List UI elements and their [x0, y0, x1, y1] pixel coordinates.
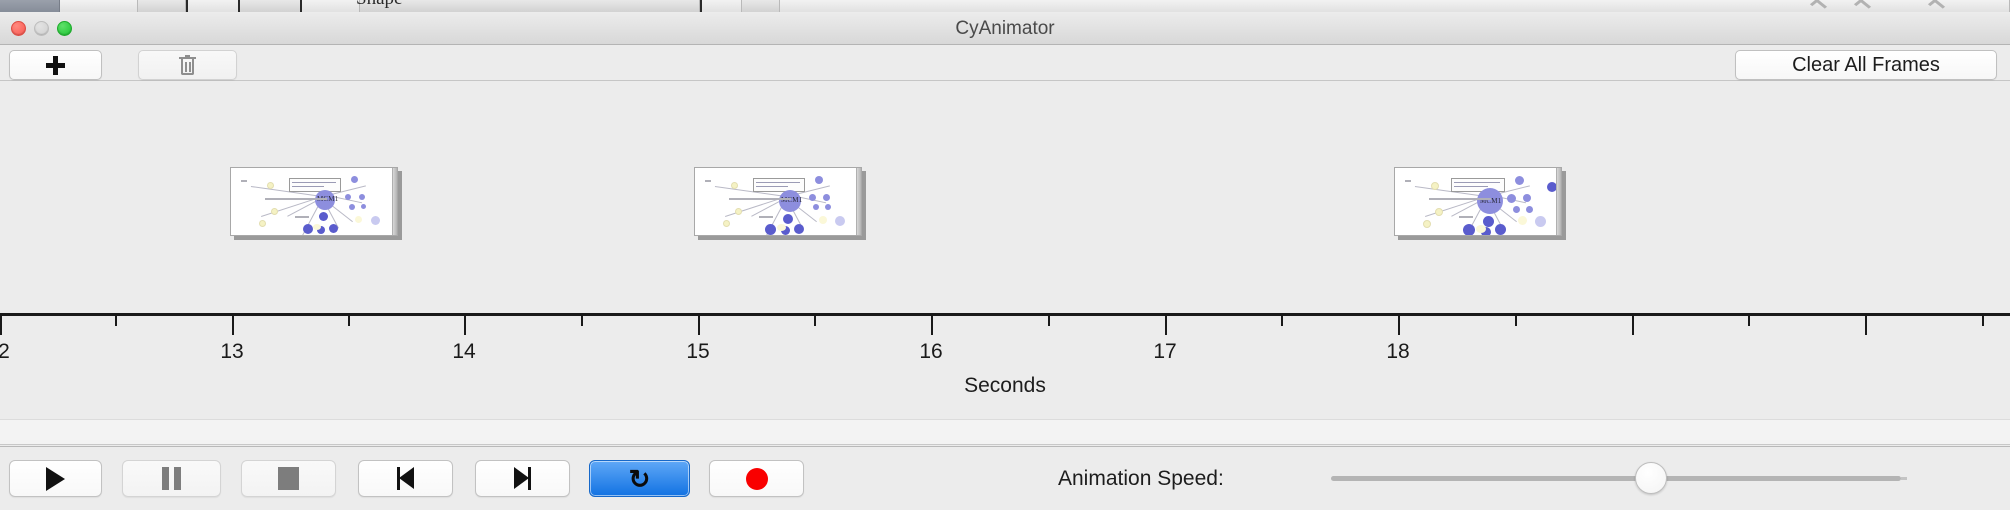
skip-start-icon — [395, 467, 416, 490]
frame-toolbar: Clear All Frames — [0, 45, 2010, 81]
keyframe-thumbnail-1[interactable]: MCM1 — [230, 167, 402, 240]
thumbnail-image: MCM1 — [230, 167, 398, 236]
thumbnail-image: MCM1 — [694, 167, 862, 236]
tick-label: 18 — [1386, 340, 1410, 363]
animation-speed-slider-thumb[interactable] — [1635, 462, 1667, 494]
tick-label: 15 — [686, 340, 710, 363]
tick-label: 14 — [452, 340, 476, 363]
minimize-button[interactable] — [34, 21, 49, 36]
window-title: CyAnimator — [955, 18, 1055, 39]
loop-icon: ↻ — [628, 463, 651, 494]
plus-icon — [46, 55, 65, 75]
last-frame-button[interactable] — [475, 460, 570, 497]
trash-icon — [179, 54, 196, 76]
delete-frame-button[interactable] — [138, 50, 237, 80]
title-bar: CyAnimator — [0, 12, 2010, 45]
tick-label: 2 — [0, 340, 10, 363]
animation-speed-label: Animation Speed: — [1058, 467, 1224, 490]
timeline-scrollbar-track[interactable] — [0, 419, 2010, 445]
timeline-axis-title: Seconds — [964, 374, 1046, 397]
animation-speed-slider-track[interactable] — [1331, 476, 1901, 481]
timeline-canvas[interactable]: MCM1 — [0, 81, 2010, 314]
background-window-strip: Shape — [0, 0, 2010, 12]
thumbnail-right-edge — [1556, 168, 1561, 235]
animation-speed-slider-tail — [1901, 477, 1907, 480]
hub-node-label: MCM1 — [1480, 197, 1502, 205]
play-icon — [46, 466, 65, 491]
timeline-ruler-baseline — [0, 313, 2010, 316]
record-icon — [745, 467, 768, 490]
thumbnail-image: MCM1 — [1394, 167, 1562, 236]
first-frame-button[interactable] — [358, 460, 453, 497]
add-frame-button[interactable] — [9, 50, 102, 80]
play-button[interactable] — [9, 460, 102, 497]
close-button[interactable] — [11, 21, 26, 36]
hub-node-label: MCM1 — [317, 195, 339, 203]
keyframe-thumbnail-2[interactable]: MCM1 — [694, 167, 866, 240]
window-controls — [11, 21, 72, 36]
loop-button[interactable]: ↻ — [589, 460, 690, 497]
skip-end-icon — [512, 467, 533, 490]
clear-all-frames-button[interactable]: Clear All Frames — [1735, 50, 1997, 80]
stop-button[interactable] — [241, 460, 336, 497]
record-button[interactable] — [709, 460, 804, 497]
tick-label: 16 — [919, 340, 943, 363]
tick-label: 17 — [1153, 340, 1177, 363]
thumbnail-right-edge — [392, 168, 397, 235]
pause-button[interactable] — [122, 460, 221, 497]
tick-label: 13 — [220, 340, 244, 363]
maximize-button[interactable] — [57, 21, 72, 36]
pause-icon — [162, 467, 181, 490]
background-window-label: Shape — [356, 0, 402, 10]
keyframe-thumbnail-3[interactable]: MCM1 — [1394, 167, 1566, 240]
thumbnail-right-edge — [856, 168, 861, 235]
playback-control-bar: ↻ Animation Speed: — [0, 446, 2010, 510]
stop-icon — [278, 467, 299, 490]
hub-node-label: MCM1 — [781, 196, 803, 204]
